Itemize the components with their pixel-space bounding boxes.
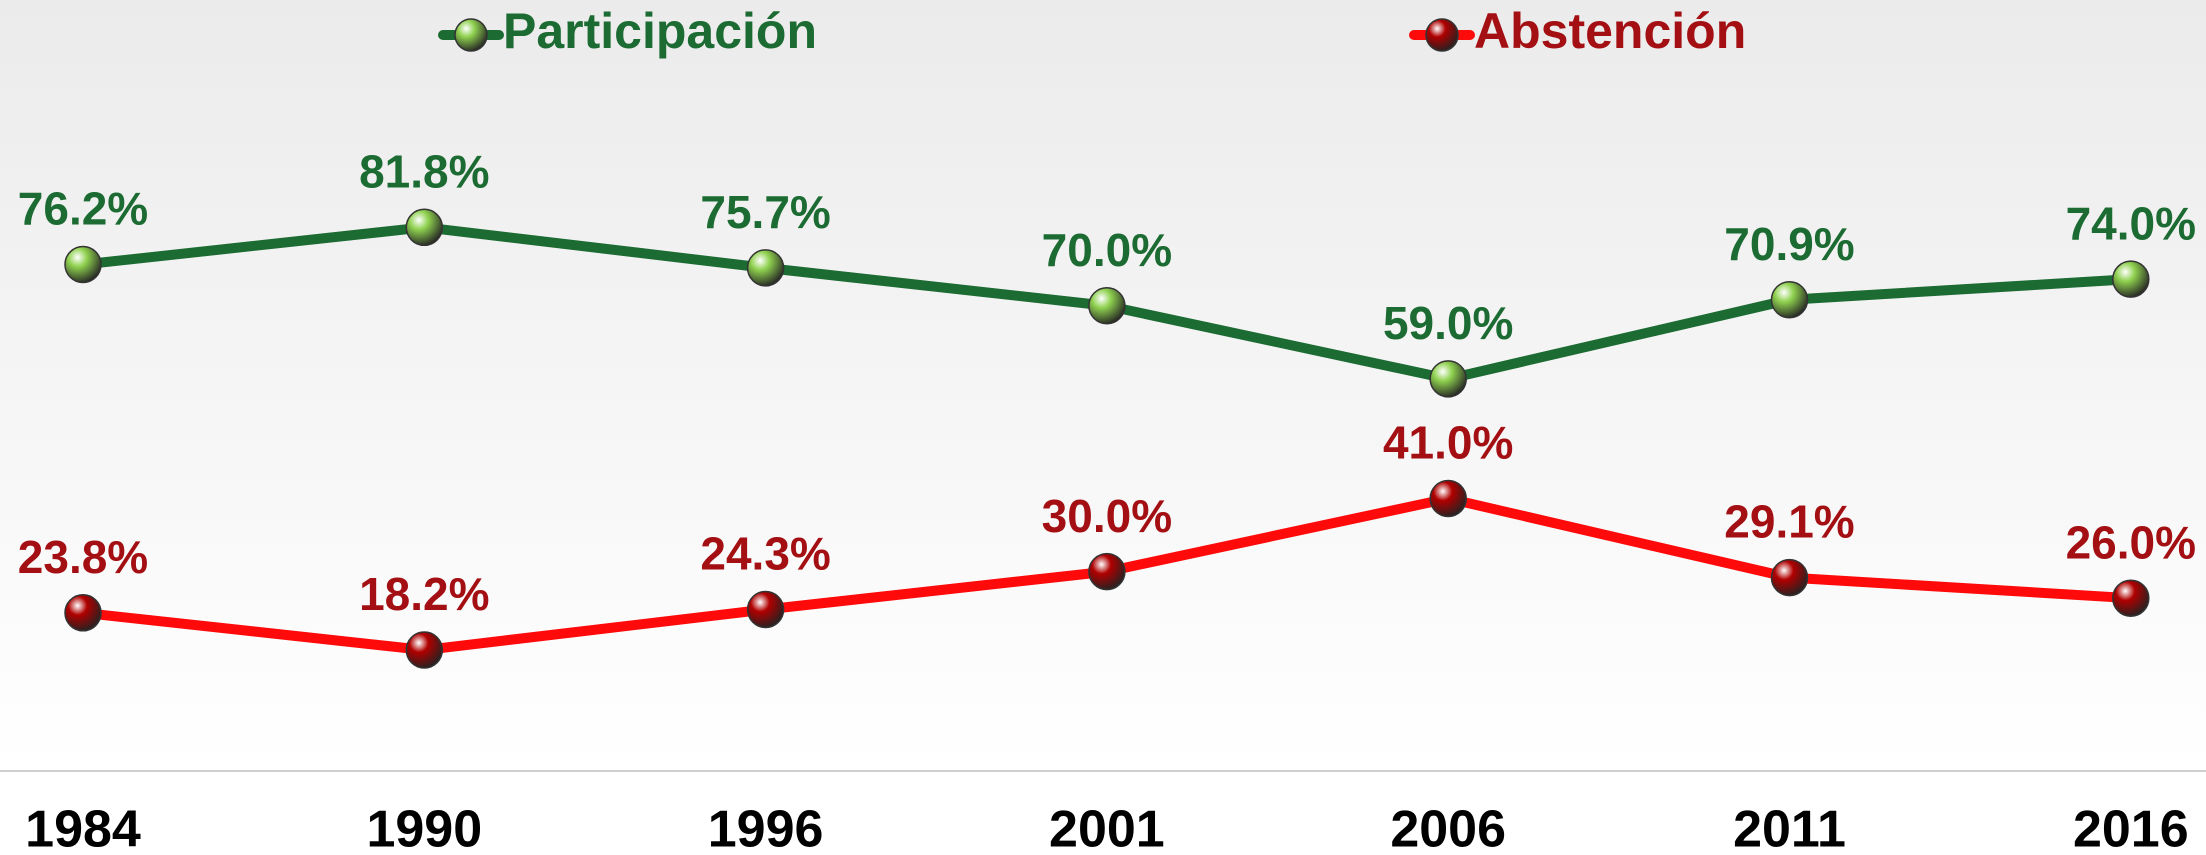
legend-marker	[1425, 18, 1459, 52]
data-label: 18.2%	[359, 568, 489, 620]
data-label: 70.0%	[1042, 224, 1172, 276]
point-marker	[2112, 260, 2150, 298]
x-tick-label: 1996	[708, 801, 824, 855]
point-marker	[405, 631, 444, 669]
legend-label: Participación	[503, 3, 817, 59]
data-label: 74.0%	[2066, 197, 2196, 249]
point-marker	[2112, 579, 2150, 617]
data-label: 29.1%	[1724, 496, 1854, 548]
x-tick-label: 2001	[1049, 801, 1165, 855]
data-label: 41.0%	[1383, 417, 1513, 469]
data-label: 75.7%	[700, 186, 830, 238]
data-label: 59.0%	[1383, 297, 1513, 349]
point-marker	[746, 249, 785, 287]
x-tick-label: 2011	[1733, 801, 1846, 855]
point-marker	[1770, 558, 1809, 597]
x-tick-label: 1990	[366, 801, 482, 855]
point-marker	[1088, 552, 1126, 591]
point-marker	[405, 208, 444, 247]
x-tick-label: 1984	[25, 801, 141, 855]
data-label: 23.8%	[18, 531, 148, 583]
data-label: 76.2%	[18, 183, 148, 235]
x-tick-label: 2006	[1390, 801, 1506, 855]
point-marker	[1088, 286, 1126, 325]
point-marker	[746, 590, 785, 629]
data-label: 26.0%	[2066, 516, 2196, 568]
point-marker	[1770, 281, 1809, 319]
legend-label: Abstención	[1474, 3, 1746, 59]
point-marker	[64, 594, 102, 632]
point-marker	[64, 245, 102, 284]
point-marker	[1429, 360, 1467, 398]
x-tick-label: 2016	[2073, 801, 2189, 855]
data-label: 81.8%	[359, 145, 489, 197]
data-label: 24.3%	[700, 528, 830, 580]
legend-marker	[454, 18, 488, 52]
data-label: 70.9%	[1724, 218, 1854, 270]
point-marker	[1429, 479, 1467, 518]
data-label: 30.0%	[1042, 490, 1172, 542]
